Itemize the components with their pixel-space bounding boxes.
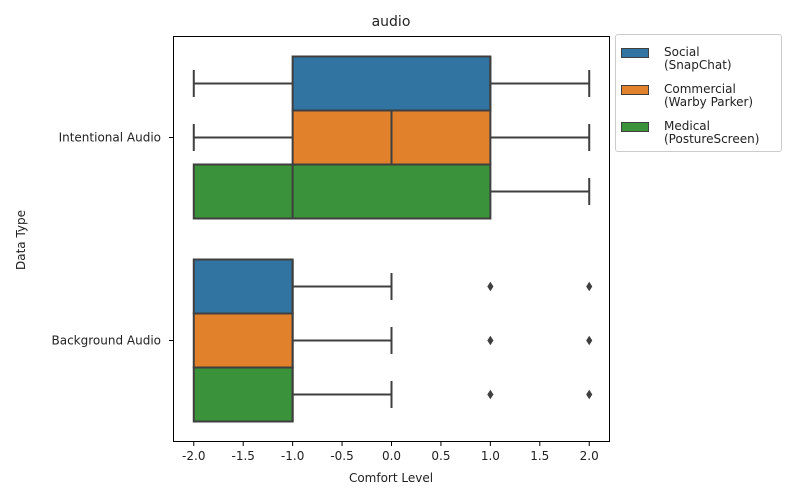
x-tick-label: 1.5	[530, 449, 549, 463]
box-iqr	[192, 258, 294, 315]
y-tick-label: Background Audio	[51, 334, 161, 348]
legend-label-commercial: Commercial (Warby Parker)	[664, 82, 754, 109]
x-axis-label: Comfort Level	[349, 471, 433, 485]
y-axis-ticks: Intentional Audio Background Audio	[51, 131, 174, 348]
legend-label-social: Social (SnapChat)	[664, 45, 732, 72]
x-tick-label: 1.0	[481, 449, 500, 463]
legend-swatch-commercial	[621, 85, 649, 95]
outlier-point	[586, 281, 593, 292]
box-iqr	[192, 163, 492, 220]
box-group	[192, 109, 591, 166]
y-axis-label: Data Type	[14, 210, 28, 270]
box-iqr	[291, 55, 492, 112]
legend-swatch-medical	[621, 122, 649, 132]
x-tick-label: -0.5	[330, 449, 353, 463]
outlier-point	[586, 335, 593, 346]
x-tick-label: 0.5	[431, 449, 450, 463]
x-tick-label: 2.0	[580, 449, 599, 463]
box-group	[192, 163, 591, 220]
x-tick-label: 0.0	[382, 449, 401, 463]
box-iqr	[192, 312, 294, 369]
outlier-point	[487, 281, 494, 292]
box-group	[192, 366, 593, 423]
box-group	[192, 55, 591, 112]
box-group	[192, 258, 593, 315]
x-tick-label: -1.5	[231, 449, 254, 463]
x-tick-label: -1.0	[281, 449, 304, 463]
box-group	[192, 312, 593, 369]
y-tick-label: Intentional Audio	[59, 131, 161, 145]
legend-label-medical: Medical (PostureScreen)	[664, 119, 760, 146]
chart-title: audio	[372, 14, 411, 30]
x-axis-ticks: -2.0 -1.5 -1.0 -0.5 0.0 0.5 1.0 1.5 2.0	[182, 441, 599, 463]
box-iqr	[192, 366, 294, 423]
legend-swatch-social	[621, 48, 649, 58]
box-marks	[192, 55, 593, 423]
outlier-point	[487, 335, 494, 346]
legend: Social (SnapChat) Commercial (Warby Park…	[615, 34, 782, 152]
x-tick-label: -2.0	[182, 449, 205, 463]
outlier-point	[487, 389, 494, 400]
outlier-point	[586, 389, 593, 400]
